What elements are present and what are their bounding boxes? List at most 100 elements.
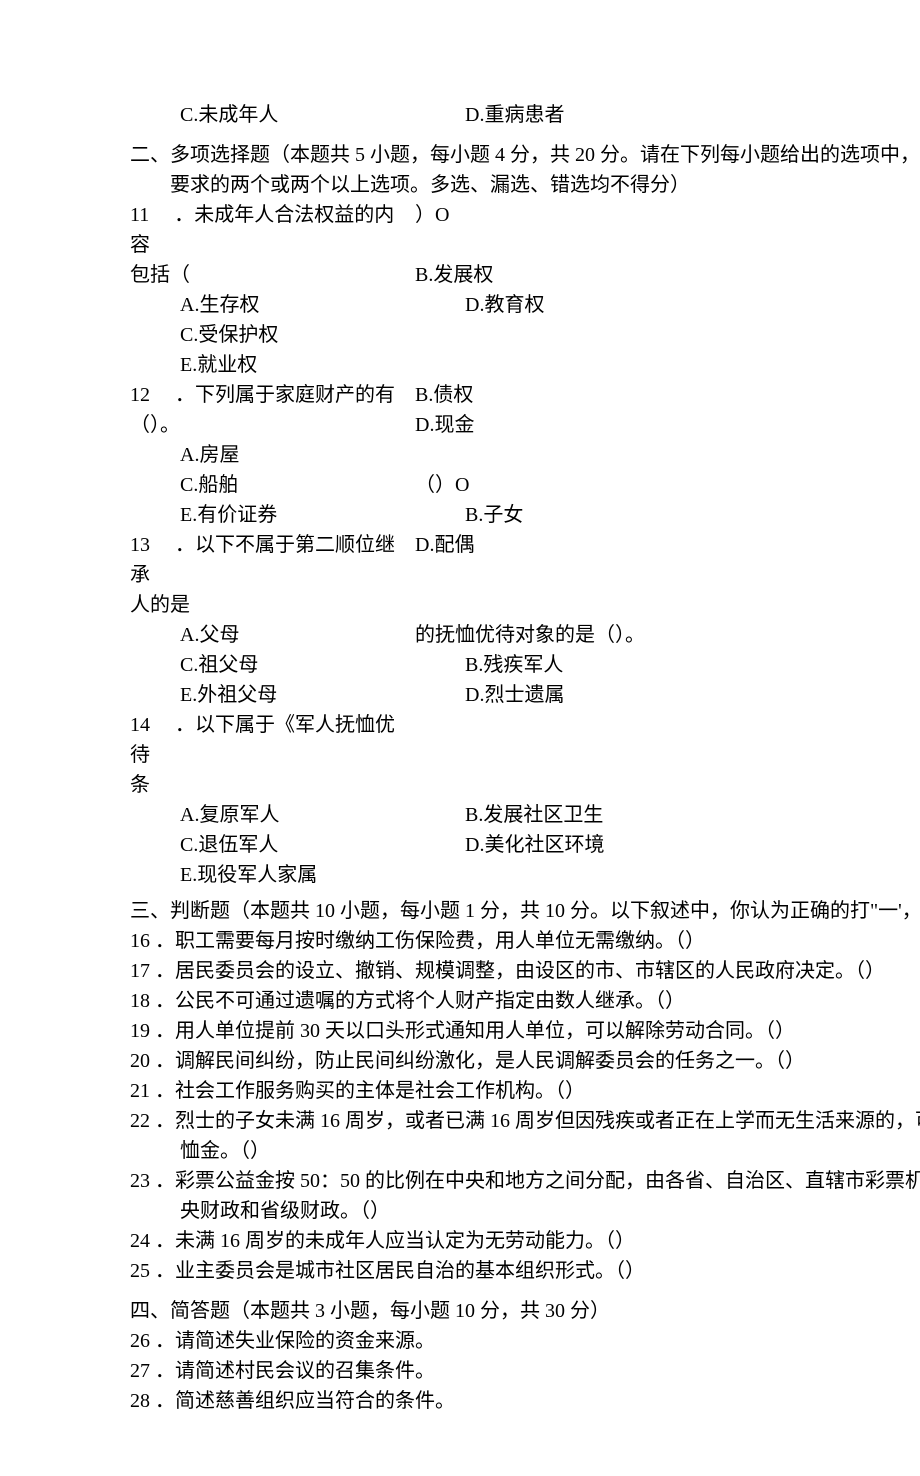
q11-option-a: A.生存权	[180, 290, 460, 320]
q23: 23 ．彩票公益金按 50：50 的比例在中央和地方之间分配，由各省、自治区、直…	[130, 1166, 920, 1226]
q14-row-e: E.现役军人家属	[130, 860, 920, 890]
q13-option-e: E.外祖父母	[180, 680, 460, 710]
q19: 19 ．用人单位提前 30 天以口头形式通知用人单位，可以解除劳动合同。（）	[130, 1016, 920, 1046]
q16-number: 16	[130, 930, 150, 952]
q12-option-d: D.现金	[415, 410, 474, 440]
q13-line1: 13 ．以下不属于第二顺位继承 D.配偶	[130, 530, 920, 590]
q14-option-b: B.残疾军人	[465, 650, 563, 680]
q15-option-d: D.美化社区环境	[465, 830, 604, 860]
q22-text: ．烈士的子女未满 16 周岁，或者已满 16 周岁但因残疾或者正在上学而无生活来…	[155, 1110, 920, 1162]
q11-option-d: D.教育权	[465, 290, 544, 320]
q14-number: 14	[130, 714, 150, 736]
q12-row-a: A.房屋	[130, 440, 920, 470]
q12-option-e: E.有价证券	[180, 500, 460, 530]
q26-text: ．请简述失业保险的资金来源。	[155, 1330, 435, 1352]
q16-text: ．职工需要每月按时缴纳工伤保险费，用人单位无需缴纳。（）	[155, 930, 705, 952]
q14: 14 ．以下属于《军人抚恤优待 条 A.复原军人 B.发展社区卫生 C.退伍军人…	[130, 710, 920, 890]
q11-tail: ）O	[415, 200, 449, 230]
q28-text: ．简述慈善组织应当符合的条件。	[155, 1390, 455, 1412]
q13: 13 ．以下不属于第二顺位继承 D.配偶 人的是 A.父母 的抚恤优待对象的是（…	[130, 530, 920, 710]
q14-stem-b: 条	[130, 770, 410, 800]
q12-row-e: E.有价证券 B.子女	[130, 500, 920, 530]
q27-text: ．请简述村民会议的召集条件。	[155, 1360, 435, 1382]
q11-row-e: E.就业权	[130, 350, 920, 380]
q16: 16 ．职工需要每月按时缴纳工伤保险费，用人单位无需缴纳。（）	[130, 926, 920, 956]
q11-line1: 11 ．未成年人合法权益的内容 ）O	[130, 200, 920, 260]
q11-row-ad: A.生存权 D.教育权	[130, 290, 920, 320]
q27: 27 ．请简述村民会议的召集条件。	[130, 1356, 920, 1386]
q14-stem2: 的抚恤优待对象的是（）。	[415, 620, 645, 650]
q18-number: 18	[130, 990, 150, 1012]
q20-number: 20	[130, 1050, 150, 1072]
q19-text: ．用人单位提前 30 天以口头形式通知用人单位，可以解除劳动合同。（）	[155, 1020, 795, 1042]
q12-line1: 12 ．下列属于家庭财产的有 B.债权	[130, 380, 920, 410]
q14-option-a: A.复原军人	[180, 800, 460, 830]
section-3-heading: 三、判断题（本题共 10 小题，每小题 1 分，共 10 分。以下叙述中，你认为…	[130, 896, 920, 926]
q23-number: 23	[130, 1170, 150, 1192]
q14-row-a: A.复原军人 B.发展社区卫生	[130, 800, 920, 830]
q28: 28 ．简述慈善组织应当符合的条件。	[130, 1386, 920, 1416]
q14-option-e: E.现役军人家属	[180, 860, 460, 890]
q13-row-c: C.祖父母 B.残疾军人	[130, 650, 920, 680]
q13-option-d: D.配偶	[415, 530, 474, 560]
q14-line1: 14 ．以下属于《军人抚恤优待	[130, 710, 920, 770]
q13-stem-b: 人的是	[130, 590, 410, 620]
q21: 21 ．社会工作服务购买的主体是社会工作机构。（）	[130, 1076, 920, 1106]
q13-line2: 人的是	[130, 590, 920, 620]
q13-option-c: C.祖父母	[180, 650, 460, 680]
q17-text: ．居民委员会的设立、撤销、规模调整，由设区的市、市辖区的人民政府决定。（）	[155, 960, 885, 982]
section-2-heading: 二、多项选择题（本题共 5 小题，每小题 4 分，共 20 分。请在下列每小题给…	[130, 140, 920, 200]
q10-option-c: C.未成年人	[180, 100, 460, 130]
q12-row-c: C.船舶 （）O	[130, 470, 920, 500]
q26-number: 26	[130, 1330, 150, 1352]
q18-text: ．公民不可通过遗嘱的方式将个人财产指定由数人继承。（）	[155, 990, 685, 1012]
q25-number: 25	[130, 1260, 150, 1282]
q20-text: ．调解民间纠纷，防止民间纠纷激化，是人民调解委员会的任务之一。（）	[155, 1050, 805, 1072]
q17: 17 ．居民委员会的设立、撤销、规模调整，由设区的市、市辖区的人民政府决定。（）	[130, 956, 920, 986]
q25-text: ．业主委员会是城市社区居民自治的基本组织形式。（）	[155, 1260, 645, 1282]
q12-option-b: B.债权	[415, 380, 473, 410]
q11-option-e: E.就业权	[180, 350, 460, 380]
q11-stem-a: ．未成年人合法权益的内容	[130, 204, 394, 256]
q11-stem-b: 包括（	[130, 260, 410, 290]
q12-line2: （）。 D.现金	[130, 410, 920, 440]
q20: 20 ．调解民间纠纷，防止民间纠纷激化，是人民调解委员会的任务之一。（）	[130, 1046, 920, 1076]
q13-row-a: A.父母 的抚恤优待对象的是（）。	[130, 620, 920, 650]
q12-stem-b: （）。	[130, 410, 410, 440]
q19-number: 19	[130, 1020, 150, 1042]
q14-option-d: D.烈士遗属	[465, 680, 564, 710]
q14-option-c: C.退伍军人	[180, 830, 460, 860]
q22: 22 ．烈士的子女未满 16 周岁，或者已满 16 周岁但因残疾或者正在上学而无…	[130, 1106, 920, 1166]
q13-stem-a: ．以下不属于第二顺位继承	[130, 534, 395, 586]
q11-option-c: C.受保护权	[180, 320, 460, 350]
q23-text: ．彩票公益金按 50：50 的比例在中央和地方之间分配，由各省、自治区、直辖市彩…	[155, 1170, 920, 1222]
q15-option-b: B.发展社区卫生	[465, 800, 603, 830]
q24-text: ．未满 16 周岁的未成年人应当认定为无劳动能力。（）	[155, 1230, 635, 1252]
q11-option-b: B.发展权	[415, 260, 493, 290]
q24-number: 24	[130, 1230, 150, 1252]
q10-option-d: D.重病患者	[465, 100, 564, 130]
q22-number: 22	[130, 1110, 150, 1132]
q11-row-c: C.受保护权	[130, 320, 920, 350]
q13-option-b: B.子女	[465, 500, 523, 530]
q10-options-row: C.未成年人 D.重病患者	[130, 100, 920, 130]
q13-number: 13	[130, 534, 150, 556]
q11: 11 ．未成年人合法权益的内容 ）O 包括（ B.发展权 A.生存权 D.教育权…	[130, 200, 920, 380]
q21-number: 21	[130, 1080, 150, 1102]
q12-option-a: A.房屋	[180, 440, 460, 470]
q28-number: 28	[130, 1390, 150, 1412]
q14-line2: 条	[130, 770, 920, 800]
q21-text: ．社会工作服务购买的主体是社会工作机构。（）	[155, 1080, 585, 1102]
q25: 25 ．业主委员会是城市社区居民自治的基本组织形式。（）	[130, 1256, 920, 1286]
q12-stem-a: ．下列属于家庭财产的有	[175, 384, 395, 406]
q13-row-e: E.外祖父母 D.烈士遗属	[130, 680, 920, 710]
q27-number: 27	[130, 1360, 150, 1382]
q24: 24 ．未满 16 周岁的未成年人应当认定为无劳动能力。（）	[130, 1226, 920, 1256]
q14-stem-a: ．以下属于《军人抚恤优待	[130, 714, 395, 766]
q18: 18 ．公民不可通过遗嘱的方式将个人财产指定由数人继承。（）	[130, 986, 920, 1016]
q11-line2: 包括（ B.发展权	[130, 260, 920, 290]
q11-number: 11	[130, 204, 149, 226]
q14-row-c: C.退伍军人 D.美化社区环境	[130, 830, 920, 860]
q12-number: 12	[130, 384, 150, 406]
q12: 12 ．下列属于家庭财产的有 B.债权 （）。 D.现金 A.房屋 C.船舶 （…	[130, 380, 920, 530]
